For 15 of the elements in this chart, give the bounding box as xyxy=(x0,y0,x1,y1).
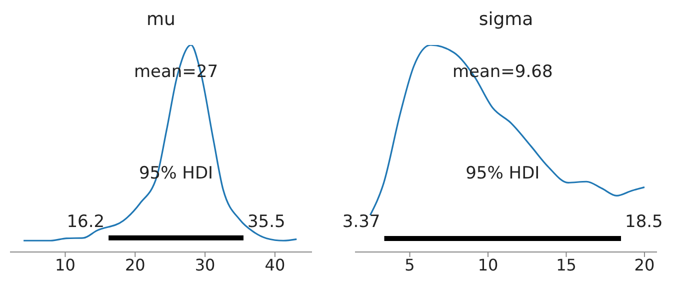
annotation: 35.5 xyxy=(247,212,286,232)
x-tick-label: 20 xyxy=(124,255,146,274)
x-tick-label: 5 xyxy=(404,255,415,274)
x-tick-label: 15 xyxy=(556,255,576,274)
x-tick-label: 30 xyxy=(194,255,216,274)
annotation: 3.37 xyxy=(342,212,380,232)
x-tick-label: 10 xyxy=(55,255,76,274)
x-tick-label: 40 xyxy=(264,255,286,274)
chart-title: sigma xyxy=(478,9,534,30)
annotation: 95% HDI xyxy=(466,163,540,184)
annotation: 16.2 xyxy=(66,212,105,232)
annotation: 18.5 xyxy=(625,212,663,232)
chart-title: mu xyxy=(146,9,176,30)
x-tick-label: 10 xyxy=(478,255,498,274)
x-tick-label: 20 xyxy=(634,255,655,274)
